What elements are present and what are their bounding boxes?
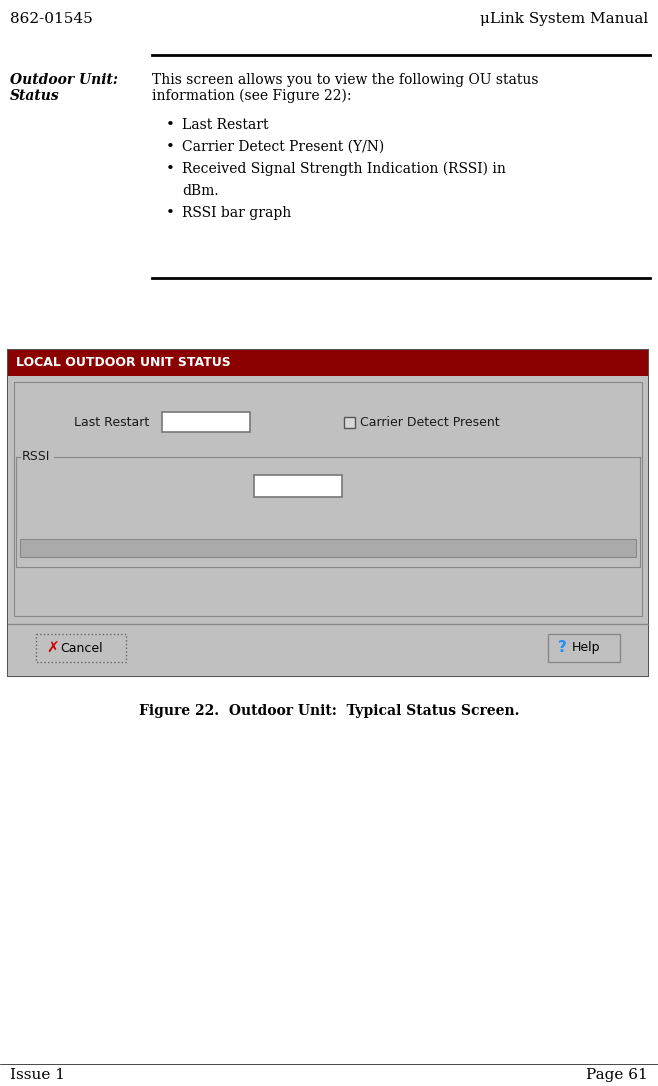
Text: •: • [166, 162, 175, 176]
Text: Page 61: Page 61 [586, 1068, 648, 1082]
Text: μLink System Manual: μLink System Manual [480, 12, 648, 26]
Text: Last Restart: Last Restart [74, 416, 149, 429]
Bar [8, 376, 648, 624]
Bar [8, 350, 648, 376]
Bar [8, 350, 648, 675]
Text: dBm.: dBm. [182, 184, 218, 198]
Text: ?: ? [558, 641, 567, 656]
Text: Outdoor Unit:: Outdoor Unit: [10, 73, 118, 87]
Text: •: • [166, 140, 175, 154]
Text: Issue 1: Issue 1 [10, 1068, 65, 1082]
Bar [36, 634, 126, 662]
Bar [548, 634, 620, 662]
Bar [344, 417, 355, 428]
Text: Figure 22.  Outdoor Unit:  Typical Status Screen.: Figure 22. Outdoor Unit: Typical Status … [139, 704, 519, 718]
Text: LOCAL OUTDOOR UNIT STATUS: LOCAL OUTDOOR UNIT STATUS [16, 356, 231, 369]
Text: Carrier Detect Present (Y/N): Carrier Detect Present (Y/N) [182, 140, 384, 154]
Text: Last Restart: Last Restart [182, 118, 268, 132]
Text: Help: Help [572, 642, 601, 655]
Text: information (see Figure 22):: information (see Figure 22): [152, 89, 351, 103]
Text: 862-01545: 862-01545 [10, 12, 93, 26]
Text: This screen allows you to view the following OU status: This screen allows you to view the follo… [152, 73, 538, 87]
Bar [20, 539, 636, 557]
Text: Received Signal Strength Indication (RSSI) in: Received Signal Strength Indication (RSS… [182, 162, 506, 176]
Text: RSSI: RSSI [22, 451, 51, 464]
Text: •: • [166, 118, 175, 132]
Text: Carrier Detect Present: Carrier Detect Present [360, 416, 499, 429]
Text: RSSI bar graph: RSSI bar graph [182, 206, 291, 220]
Bar [14, 382, 642, 616]
Text: •: • [166, 206, 175, 220]
Text: ✗: ✗ [46, 641, 59, 656]
Text: Status: Status [10, 89, 60, 103]
Text: Cancel: Cancel [60, 642, 103, 655]
Bar [162, 412, 250, 432]
Bar [254, 475, 342, 497]
Bar [8, 624, 648, 675]
